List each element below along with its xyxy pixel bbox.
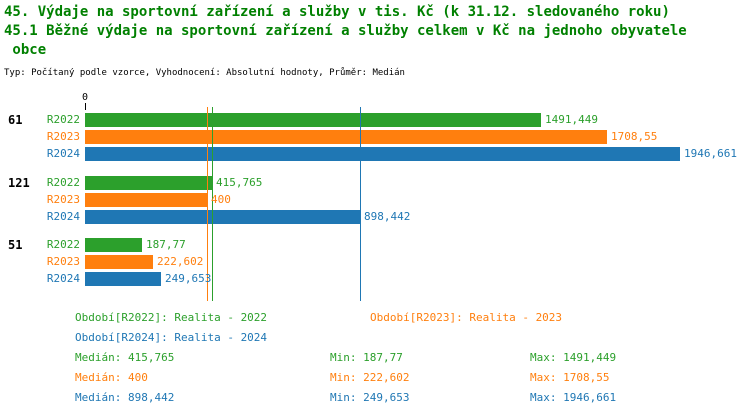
series-label-r2022: R2022: [46, 176, 80, 189]
bar-value-label: 249,653: [165, 272, 212, 285]
legend-item-r2024: Období[R2024]: Realita - 2024: [75, 331, 268, 344]
series-label-r2024: R2024: [46, 272, 80, 285]
chart-title-line2: 45.1 Běžné výdaje na sportovní zařízení …: [4, 23, 687, 39]
chart-title-line3: obce: [4, 42, 47, 58]
median-line-r2024: [360, 107, 361, 301]
bar-value-label: 400: [211, 193, 231, 206]
row-group-label: 121: [8, 176, 30, 190]
bar-r2022: [85, 176, 212, 190]
bar-value-label: 1708,55: [611, 130, 658, 143]
x-axis-tick: [85, 103, 86, 110]
series-label-r2023: R2023: [46, 193, 80, 206]
bar-value-label: 1491,449: [545, 113, 598, 126]
series-label-r2024: R2024: [46, 210, 80, 223]
bar-value-label: 898,442: [364, 210, 411, 223]
bar-r2023: [85, 130, 607, 144]
bar-value-label: 222,602: [157, 255, 204, 268]
bar-value-label: 1946,661: [684, 147, 737, 160]
stat-median-r2023: Medián: 400: [75, 371, 148, 384]
legend-item-r2022: Období[R2022]: Realita - 2022: [75, 311, 268, 324]
row-group-label: 61: [8, 113, 23, 127]
bar-r2024: [85, 210, 360, 224]
stat-min-r2022: Min: 187,77: [330, 351, 403, 364]
bar-r2022: [85, 113, 541, 127]
bar-value-label: 415,765: [216, 176, 263, 189]
stat-median-r2024: Medián: 898,442: [75, 391, 175, 404]
bar-r2024: [85, 147, 680, 161]
stat-min-r2024: Min: 249,653: [330, 391, 410, 404]
chart-title-line1: 45. Výdaje na sportovní zařízení a služb…: [4, 4, 670, 20]
legend-item-r2023: Období[R2023]: Realita - 2023: [370, 311, 563, 324]
series-label-r2023: R2023: [46, 130, 80, 143]
stat-max-r2022: Max: 1491,449: [530, 351, 617, 364]
median-line-r2022: [212, 107, 213, 301]
bar-r2024: [85, 272, 161, 286]
median-line-r2023: [207, 107, 208, 301]
stat-max-r2024: Max: 1946,661: [530, 391, 617, 404]
bar-r2023: [85, 255, 153, 269]
stat-median-r2022: Medián: 415,765: [75, 351, 175, 364]
bar-value-label: 187,77: [146, 238, 186, 251]
series-label-r2022: R2022: [46, 238, 80, 251]
series-label-r2022: R2022: [46, 113, 80, 126]
x-axis-origin-label: 0: [81, 92, 89, 103]
row-group-label: 51: [8, 238, 23, 252]
chart-meta-text: Typ: Počítaný podle vzorce, Vyhodnocení:…: [4, 68, 405, 78]
stat-min-r2023: Min: 222,602: [330, 371, 410, 384]
series-label-r2023: R2023: [46, 255, 80, 268]
bar-r2022: [85, 238, 142, 252]
series-label-r2024: R2024: [46, 147, 80, 160]
stat-max-r2023: Max: 1708,55: [530, 371, 610, 384]
bar-r2023: [85, 193, 207, 207]
